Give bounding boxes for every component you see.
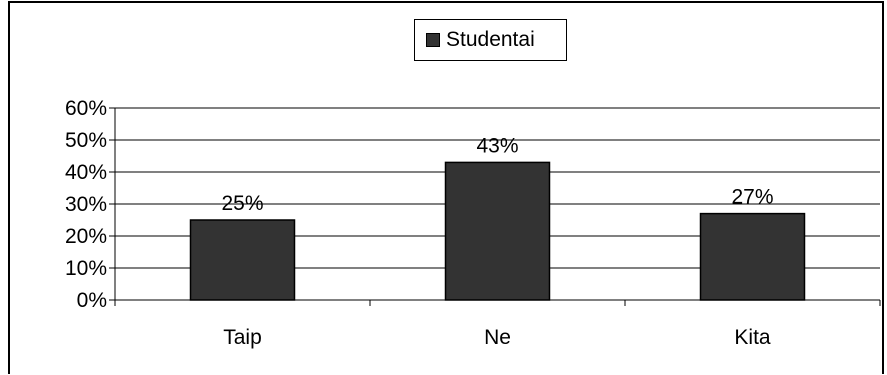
- bar: [444, 161, 551, 301]
- data-label: 25%: [221, 192, 263, 215]
- bar: [189, 219, 296, 301]
- legend: Studentai: [414, 19, 567, 61]
- y-tick-label: 0%: [77, 289, 107, 312]
- legend-swatch: [426, 33, 440, 47]
- data-label: 43%: [476, 134, 518, 157]
- chart-frame: [8, 1, 884, 374]
- x-category-label: Ne: [484, 326, 511, 349]
- bar: [699, 212, 806, 301]
- x-category-label: Taip: [223, 326, 262, 349]
- y-tick-label: 60%: [65, 97, 107, 120]
- y-tick-label: 20%: [65, 225, 107, 248]
- y-tick-label: 50%: [65, 129, 107, 152]
- y-tick-label: 30%: [65, 193, 107, 216]
- legend-label: Studentai: [446, 28, 535, 51]
- y-tick-label: 40%: [65, 161, 107, 184]
- x-category-label: Kita: [734, 326, 771, 349]
- y-tick-label: 10%: [65, 257, 107, 280]
- data-label: 27%: [731, 186, 773, 209]
